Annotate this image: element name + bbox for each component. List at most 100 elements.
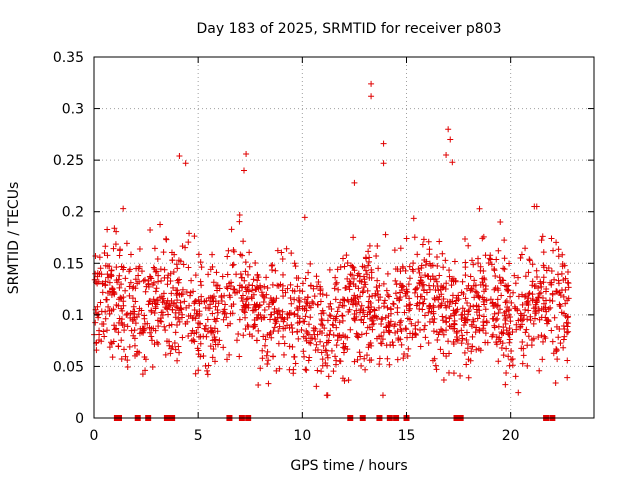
data-point xyxy=(287,281,294,288)
data-point xyxy=(246,263,253,270)
data-point xyxy=(210,279,217,286)
data-point xyxy=(362,267,369,274)
data-point xyxy=(422,262,429,269)
data-point xyxy=(482,286,489,293)
data-point xyxy=(402,325,409,332)
data-point xyxy=(339,255,346,262)
data-point xyxy=(311,293,318,300)
data-point xyxy=(174,357,181,364)
data-point xyxy=(253,283,260,290)
data-point xyxy=(266,331,273,338)
data-point xyxy=(381,300,388,307)
data-point xyxy=(171,340,178,347)
data-point xyxy=(190,336,197,343)
data-point xyxy=(563,329,570,336)
data-point xyxy=(362,281,369,288)
data-point xyxy=(343,252,350,259)
data-point xyxy=(250,291,257,298)
data-point xyxy=(431,296,438,303)
data-point xyxy=(214,328,221,335)
data-point xyxy=(345,298,352,305)
data-point xyxy=(228,226,235,233)
data-point xyxy=(400,283,407,290)
data-point xyxy=(560,336,567,343)
data-point xyxy=(133,351,140,358)
data-point xyxy=(535,305,542,312)
data-point xyxy=(257,312,264,319)
data-point xyxy=(286,343,293,350)
data-point xyxy=(473,289,480,296)
data-point xyxy=(146,298,153,305)
data-point xyxy=(419,282,426,289)
data-point xyxy=(160,290,167,297)
data-point xyxy=(118,337,125,344)
data-point xyxy=(501,312,508,319)
data-point xyxy=(272,320,279,327)
data-point xyxy=(522,245,529,252)
data-point xyxy=(386,361,393,368)
data-point xyxy=(323,292,330,299)
data-point xyxy=(100,328,107,335)
data-point xyxy=(197,333,204,340)
data-point xyxy=(410,260,417,267)
data-point xyxy=(373,253,380,260)
data-point xyxy=(525,295,532,302)
data-point xyxy=(153,297,160,304)
data-point xyxy=(195,296,202,303)
data-point xyxy=(462,264,469,271)
data-point xyxy=(250,276,257,283)
data-point xyxy=(449,159,456,166)
data-point xyxy=(531,315,538,322)
data-point xyxy=(554,271,561,278)
data-point xyxy=(420,236,427,243)
data-point xyxy=(371,306,378,313)
x-tick-label: 20 xyxy=(502,428,520,444)
data-point xyxy=(243,301,250,308)
data-point xyxy=(120,205,127,212)
data-point xyxy=(458,289,465,296)
data-point xyxy=(508,299,515,306)
data-point xyxy=(392,290,399,297)
data-point xyxy=(111,326,118,333)
data-point xyxy=(465,242,472,249)
data-point xyxy=(425,309,432,316)
data-point xyxy=(157,266,164,273)
data-point xyxy=(405,345,412,352)
data-point xyxy=(450,370,457,377)
data-point xyxy=(403,326,410,333)
data-point xyxy=(482,306,489,313)
data-point xyxy=(99,289,106,296)
data-point xyxy=(103,327,110,334)
data-point xyxy=(108,340,115,347)
data-point xyxy=(219,273,226,280)
data-point xyxy=(355,270,362,277)
data-point xyxy=(255,327,262,334)
data-point xyxy=(130,332,137,339)
data-point xyxy=(98,308,105,315)
data-point xyxy=(451,321,458,328)
data-point xyxy=(450,307,457,314)
data-point xyxy=(506,339,513,346)
data-point xyxy=(351,179,358,186)
data-point xyxy=(339,302,346,309)
data-point xyxy=(198,264,205,271)
data-point xyxy=(254,272,261,279)
data-point xyxy=(116,247,123,254)
data-point xyxy=(209,337,216,344)
data-point xyxy=(344,275,351,282)
data-point xyxy=(522,273,529,280)
data-point xyxy=(318,349,325,356)
data-point xyxy=(201,325,208,332)
data-point xyxy=(168,249,175,256)
data-point xyxy=(284,310,291,317)
data-point xyxy=(291,260,298,267)
data-point xyxy=(324,351,331,358)
data-point xyxy=(412,285,419,292)
data-point xyxy=(522,306,529,313)
data-point xyxy=(161,323,168,330)
data-point xyxy=(415,319,422,326)
data-point xyxy=(235,330,242,337)
data-point xyxy=(179,243,186,250)
data-point xyxy=(552,379,559,386)
data-point xyxy=(182,160,189,167)
